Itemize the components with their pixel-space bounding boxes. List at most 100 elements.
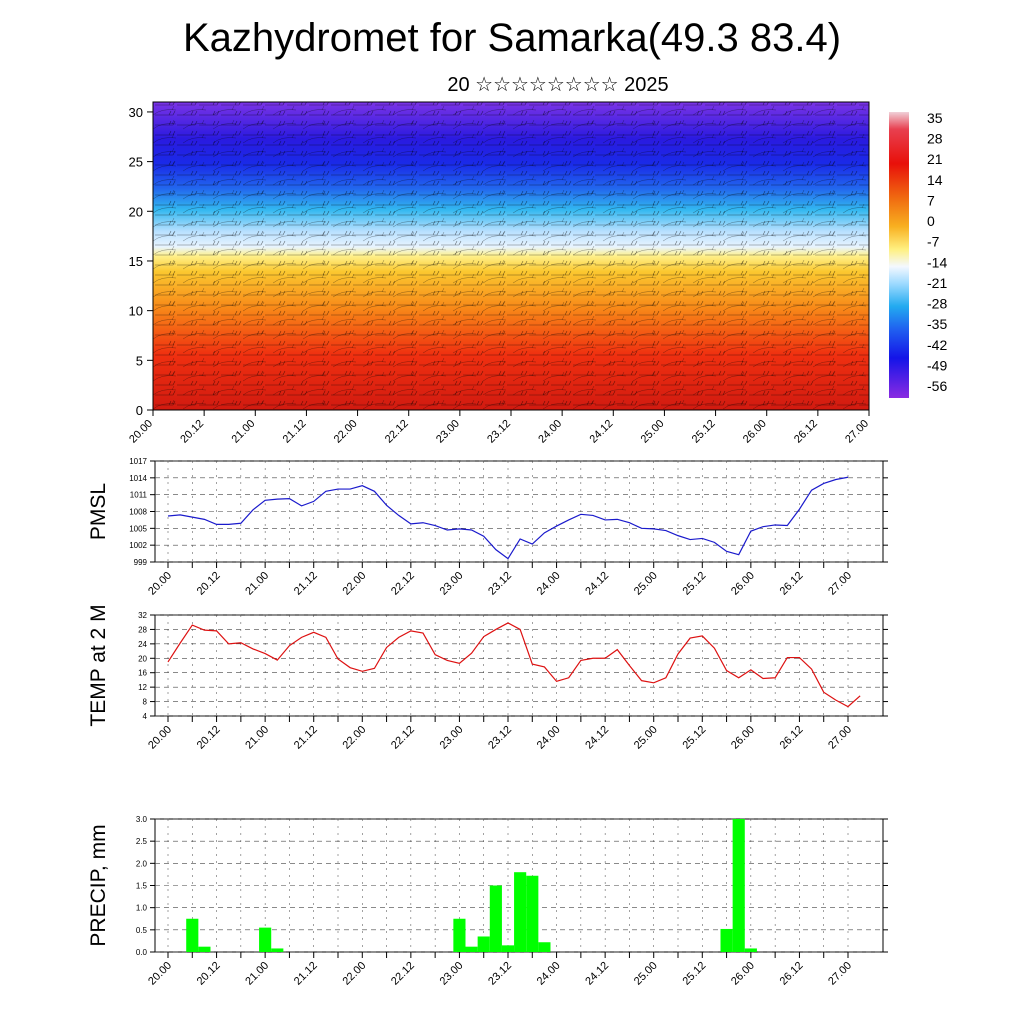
colorbar-label: -35 xyxy=(927,316,947,332)
precip-bar xyxy=(526,875,539,952)
x-tick-label: 21.00 xyxy=(229,418,257,446)
y-tick-label: 12 xyxy=(138,683,147,692)
precip-bar xyxy=(489,885,502,952)
x-tick-label: 24.12 xyxy=(583,960,611,988)
x-tick-label: 20.00 xyxy=(146,570,174,598)
y-tick-label: 5 xyxy=(136,353,143,368)
temp-ylabel: TEMP at 2 M xyxy=(87,604,110,726)
x-tick-label: 24.00 xyxy=(535,724,563,752)
temp-frame xyxy=(154,614,884,717)
precip-bar xyxy=(186,918,199,952)
precip-ylabel: PRECIP, mm xyxy=(87,824,110,946)
precip-bar xyxy=(259,927,272,952)
temp-series-line xyxy=(167,622,861,708)
x-tick-label: 21.12 xyxy=(292,570,320,598)
temperature-chart: 4 8 12 16 20 24 28 32 20.00 20.12 21.00 21.12 22.00 2… xyxy=(87,604,888,752)
y-tick-label: 1.0 xyxy=(136,904,148,913)
x-tick-label: 21.12 xyxy=(281,418,309,446)
x-tick-label: 21.00 xyxy=(243,570,271,598)
colorbar-label: 14 xyxy=(927,172,943,188)
colorbar-label: -56 xyxy=(927,378,947,394)
x-tick-label: 25.12 xyxy=(680,570,708,598)
x-tick-label: 23.12 xyxy=(486,960,514,988)
y-tick-label: 1002 xyxy=(129,541,147,550)
y-tick-label: 2.5 xyxy=(136,837,148,846)
streamlines xyxy=(153,102,869,410)
x-tick-label: 24.12 xyxy=(583,570,611,598)
x-tick-label: 25.00 xyxy=(632,960,660,988)
x-tick-label: 27.00 xyxy=(826,960,854,988)
y-tick-label: 24 xyxy=(138,640,147,649)
x-tick-label: 26.12 xyxy=(778,570,806,598)
x-tick-label: 27.00 xyxy=(826,570,854,598)
x-tick-label: 25.12 xyxy=(680,960,708,988)
precip-bar xyxy=(198,946,211,952)
colorbar-label: -49 xyxy=(927,357,947,373)
x-tick-label: 20.12 xyxy=(178,418,206,446)
x-tick-label: 24.00 xyxy=(535,960,563,988)
x-tick-label: 21.00 xyxy=(243,960,271,988)
pmsl-ylabel: PMSL xyxy=(87,483,110,540)
x-tick-label: 22.00 xyxy=(340,570,368,598)
x-tick-label: 25.12 xyxy=(690,418,718,446)
x-tick-label: 20.12 xyxy=(195,570,223,598)
y-tick-label: 1.5 xyxy=(136,882,148,891)
x-tick-label: 26.00 xyxy=(729,570,757,598)
y-tick-label: 32 xyxy=(138,611,147,620)
x-tick-label: 27.00 xyxy=(843,418,871,446)
precip-bar xyxy=(732,819,745,952)
x-tick-label: 21.12 xyxy=(292,960,320,988)
x-tick-label: 20.00 xyxy=(127,418,155,446)
colorbar-label: -21 xyxy=(927,275,947,291)
x-tick-label: 24.12 xyxy=(583,724,611,752)
y-tick-label: 28 xyxy=(138,625,147,634)
precip-bar xyxy=(477,936,490,952)
precipitation-chart: 0.0 0.5 1.0 1.5 2.0 2.5 3.0 20.00 20.12 21.00 21.1… xyxy=(87,815,888,988)
precip-bar xyxy=(538,942,551,952)
figure-subtitle: 20 ☆☆☆☆☆☆☆☆ 2025 xyxy=(447,74,669,96)
precip-bar xyxy=(465,946,478,952)
precip-bar xyxy=(514,872,527,952)
figure-title: Kazhydromet for Samarka(49.3 83.4) xyxy=(182,16,842,60)
y-tick-label: 25 xyxy=(129,155,143,170)
x-tick-label: 23.12 xyxy=(486,724,514,752)
y-tick-label: 16 xyxy=(138,669,147,678)
colorbar-label: 28 xyxy=(927,131,943,147)
precip-bar xyxy=(271,948,284,952)
pmsl-series-line xyxy=(167,476,849,560)
colorbar-label: -28 xyxy=(927,296,947,312)
colorbar-label: 21 xyxy=(927,151,943,167)
colorbar-label: 7 xyxy=(927,192,935,208)
colorbar xyxy=(889,112,909,398)
y-tick-label: 1005 xyxy=(129,524,147,533)
x-tick-label: 25.00 xyxy=(639,418,667,446)
y-tick-label: 15 xyxy=(129,254,143,269)
y-tick-label: 2.0 xyxy=(136,859,148,868)
y-tick-label: 1017 xyxy=(129,457,147,466)
x-tick-label: 23.12 xyxy=(485,418,513,446)
colorbar-label: 35 xyxy=(927,110,943,126)
y-tick-label: 8 xyxy=(143,698,148,707)
x-tick-label: 26.00 xyxy=(741,418,769,446)
y-tick-label: 0.0 xyxy=(136,948,148,957)
x-tick-label: 21.00 xyxy=(243,724,271,752)
pmsl-chart: 999 1002 1005 1008 1011 1014 1017 20.00 20.12 21.… xyxy=(87,457,888,598)
colorbar-label: -42 xyxy=(927,337,947,353)
x-tick-label: 22.12 xyxy=(389,570,417,598)
y-tick-label: 4 xyxy=(143,712,148,721)
y-tick-label: 1014 xyxy=(129,474,147,483)
y-tick-label: 20 xyxy=(129,204,143,219)
x-tick-label: 23.12 xyxy=(486,570,514,598)
precip-bar xyxy=(501,945,515,952)
x-tick-label: 26.00 xyxy=(729,960,757,988)
x-tick-label: 22.00 xyxy=(340,724,368,752)
precip-bar xyxy=(744,948,757,952)
x-tick-label: 24.00 xyxy=(535,570,563,598)
x-tick-label: 21.12 xyxy=(292,724,320,752)
y-tick-label: 20 xyxy=(138,654,147,663)
wind-temperature-cross-section: 0 5 10 15 20 25 30 20.00 20.12 21.00 21.12 22.00 22.… xyxy=(127,101,947,446)
x-tick-label: 25.12 xyxy=(680,724,708,752)
x-tick-label: 20.12 xyxy=(195,724,223,752)
x-tick-label: 26.12 xyxy=(792,418,820,446)
